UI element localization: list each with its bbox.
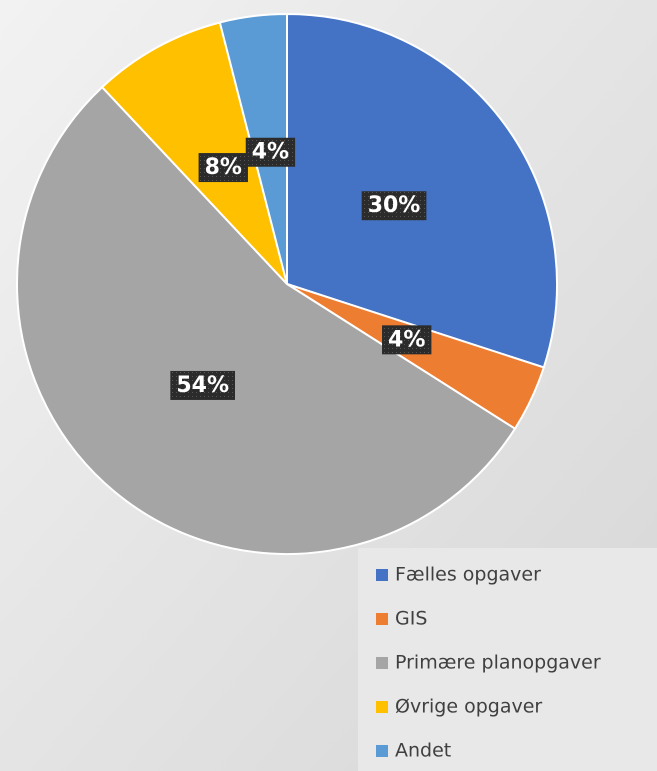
- data-label: 4%: [252, 140, 289, 165]
- data-label-bg: [245, 137, 296, 167]
- data-label-bg: [361, 191, 427, 221]
- pie-slice: [286, 12, 558, 369]
- legend-label: Fælles opgaver: [395, 564, 541, 586]
- legend-box: [358, 548, 657, 771]
- legend-label: GIS: [395, 608, 427, 630]
- data-label: 8%: [205, 155, 242, 180]
- data-label: 30%: [368, 193, 421, 218]
- legend-label: Andet: [395, 740, 451, 762]
- pie-slice: [16, 85, 517, 555]
- data-label: 54%: [176, 373, 229, 398]
- legend-swatch: [376, 701, 388, 713]
- legend-swatch: [376, 745, 388, 757]
- legend-label: Øvrige opgaver: [395, 696, 542, 718]
- data-label-bg: [170, 370, 236, 400]
- legend-swatch: [376, 657, 388, 669]
- data-label-bg: [382, 325, 432, 355]
- data-label: 4%: [388, 327, 425, 352]
- legend-swatch: [376, 613, 388, 625]
- data-label-bg: [198, 153, 248, 183]
- pie-slice: [100, 21, 288, 285]
- legend-swatch: [376, 569, 388, 581]
- legend-label: Primære planopgaver: [395, 652, 601, 674]
